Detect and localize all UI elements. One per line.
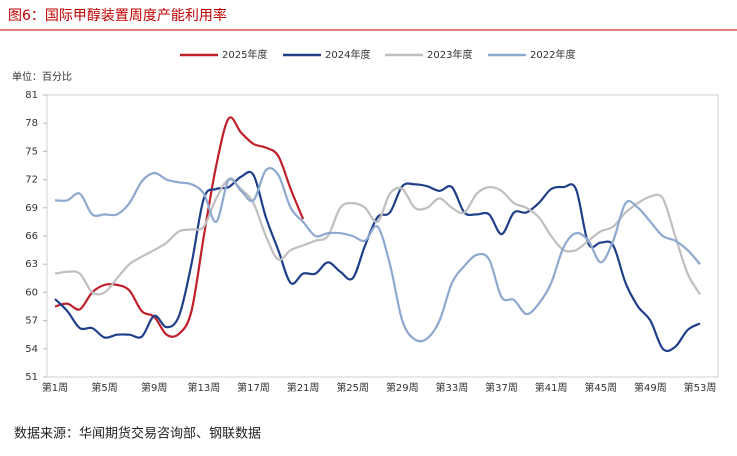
series-line: [54, 167, 701, 343]
y-tick-label: 75: [25, 146, 38, 157]
source-note: 数据来源：华闻期货交易咨询部、钢联数据: [14, 426, 261, 442]
x-tick-label: 第45周: [584, 381, 617, 394]
x-tick-label: 第25周: [336, 381, 369, 394]
series-line: [54, 116, 305, 338]
legend-label: 2025年度: [222, 48, 267, 61]
legend-label: 2022年度: [530, 48, 575, 61]
x-tick-label: 第17周: [237, 381, 270, 394]
y-tick-label: 69: [25, 203, 38, 214]
x-tick-label: 第33周: [436, 381, 469, 394]
x-tick-label: 第9周: [141, 381, 167, 394]
x-tick-label: 第29周: [386, 381, 419, 394]
legend-label: 2023年度: [427, 48, 472, 61]
y-tick-label: 66: [25, 231, 38, 242]
x-tick-label: 第5周: [91, 381, 117, 394]
y-tick-label: 60: [25, 287, 38, 298]
y-tick-label: 57: [25, 316, 38, 327]
chart-title: 图6：国际甲醇装置周度产能利用率: [8, 7, 227, 24]
y-tick-label: 63: [25, 259, 38, 270]
x-tick-label: 第53周: [684, 381, 717, 394]
y-tick-label: 81: [25, 90, 38, 101]
x-tick-label: 第41周: [535, 381, 568, 394]
y-tick-label: 51: [25, 372, 38, 383]
x-tick-label: 第1周: [42, 381, 68, 394]
y-tick-label: 78: [25, 118, 38, 129]
series-line: [54, 178, 701, 296]
x-tick-label: 第37周: [485, 381, 518, 394]
y-tick-label: 54: [25, 344, 38, 355]
legend-label: 2024年度: [325, 48, 370, 61]
y-tick-label: 72: [25, 175, 38, 186]
x-tick-label: 第13周: [187, 381, 220, 394]
y-axis-label: 单位：百分比: [12, 70, 72, 83]
x-tick-label: 第49周: [634, 381, 667, 394]
x-tick-label: 第21周: [287, 381, 320, 394]
